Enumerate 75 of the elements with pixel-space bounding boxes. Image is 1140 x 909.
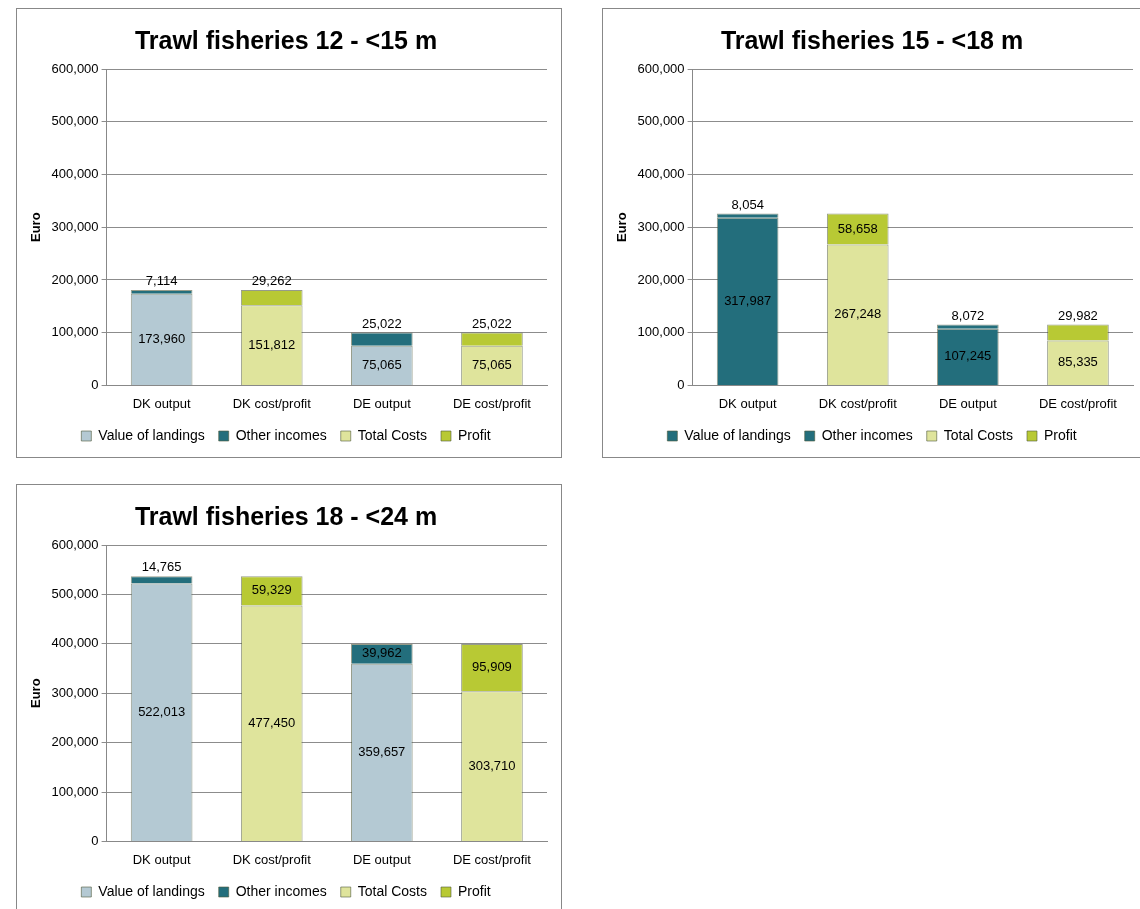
data-label: 95,909 xyxy=(472,659,512,675)
y-tick-label: 600,000 xyxy=(51,60,99,76)
data-label: 75,065 xyxy=(472,356,512,372)
data-label: 522,013 xyxy=(138,703,186,719)
y-tick-label: 100,000 xyxy=(51,324,99,340)
data-label: 8,054 xyxy=(731,196,764,212)
chart-title: Trawl fisheries 15 - <18 m xyxy=(720,25,1024,54)
x-tick-label: DK cost/profit xyxy=(232,395,312,411)
legend-label: Other incomes xyxy=(235,426,327,443)
y-tick-label: 500,000 xyxy=(51,113,99,129)
x-tick-label: DE cost/profit xyxy=(1038,395,1118,411)
y-axis-title: Euro xyxy=(614,212,630,243)
data-label: 359,657 xyxy=(358,743,406,759)
x-tick-label: DE output xyxy=(938,395,998,411)
legend-label: Value of landings xyxy=(98,882,205,899)
x-tick-label: DE cost/profit xyxy=(452,395,532,411)
data-label: 477,450 xyxy=(248,714,296,730)
y-axis-title: Euro xyxy=(28,678,44,709)
y-tick-label: 400,000 xyxy=(51,166,99,182)
y-tick-label: 300,000 xyxy=(637,218,685,234)
data-label: 25,022 xyxy=(361,315,402,331)
y-tick-label: 200,000 xyxy=(637,271,685,287)
data-label: 75,065 xyxy=(361,356,402,372)
x-tick-label: DE cost/profit xyxy=(452,851,532,867)
x-tick-label: DE output xyxy=(352,395,412,411)
data-label: 173,960 xyxy=(138,330,186,346)
legend-label: Total Costs xyxy=(357,882,427,899)
y-tick-label: 0 xyxy=(677,376,685,392)
data-label: 39,962 xyxy=(361,645,402,661)
legend-label: Value of landings xyxy=(684,426,791,443)
y-tick-label: 300,000 xyxy=(51,218,99,234)
y-tick-label: 400,000 xyxy=(637,166,685,182)
y-tick-label: 300,000 xyxy=(51,684,99,700)
chart-title: Trawl fisheries 12 - <15 m xyxy=(134,25,438,54)
y-tick-label: 600,000 xyxy=(51,536,99,552)
y-tick-label: 0 xyxy=(91,832,99,848)
chart-title: Trawl fisheries 18 - <24 m xyxy=(134,501,438,530)
data-label: 8,072 xyxy=(951,307,985,323)
data-label: 58,658 xyxy=(837,220,878,236)
x-tick-label: DK output xyxy=(718,395,777,411)
y-tick-label: 400,000 xyxy=(51,635,99,651)
y-tick-label: 500,000 xyxy=(637,113,685,129)
data-label: 303,710 xyxy=(468,757,516,773)
legend-label: Profit xyxy=(1043,426,1077,443)
data-label: 14,765 xyxy=(141,559,182,575)
data-label: 7,114 xyxy=(145,272,178,288)
y-tick-label: 100,000 xyxy=(51,783,99,799)
data-label: 317,987 xyxy=(724,292,772,308)
y-axis-title: Euro xyxy=(28,212,44,243)
legend-label: Value of landings xyxy=(98,426,205,443)
data-label: 59,329 xyxy=(251,582,292,598)
legend-label: Total Costs xyxy=(943,426,1013,443)
x-tick-label: DE output xyxy=(352,851,412,867)
data-label: 107,245 xyxy=(944,348,992,364)
legend-label: Other incomes xyxy=(821,426,913,443)
data-label: 85,335 xyxy=(1058,354,1098,370)
data-label: 151,812 xyxy=(248,336,296,352)
y-tick-label: 0 xyxy=(91,376,99,392)
x-tick-label: DK cost/profit xyxy=(818,395,898,411)
y-tick-label: 500,000 xyxy=(51,585,99,601)
y-tick-label: 200,000 xyxy=(51,734,99,750)
data-label: 29,262 xyxy=(251,272,292,288)
data-label: 29,982 xyxy=(1058,307,1098,323)
legend-label: Profit xyxy=(457,426,491,443)
legend-label: Other incomes xyxy=(235,882,327,899)
x-tick-label: DK output xyxy=(132,395,191,411)
x-tick-label: DK output xyxy=(132,851,191,867)
y-tick-label: 100,000 xyxy=(637,324,685,340)
y-tick-label: 600,000 xyxy=(637,60,685,76)
y-tick-label: 200,000 xyxy=(51,271,99,287)
data-label: 25,022 xyxy=(472,315,512,331)
legend-label: Total Costs xyxy=(357,426,427,443)
data-label: 267,248 xyxy=(834,306,882,322)
legend-label: Profit xyxy=(457,882,491,899)
x-tick-label: DK cost/profit xyxy=(232,851,312,867)
